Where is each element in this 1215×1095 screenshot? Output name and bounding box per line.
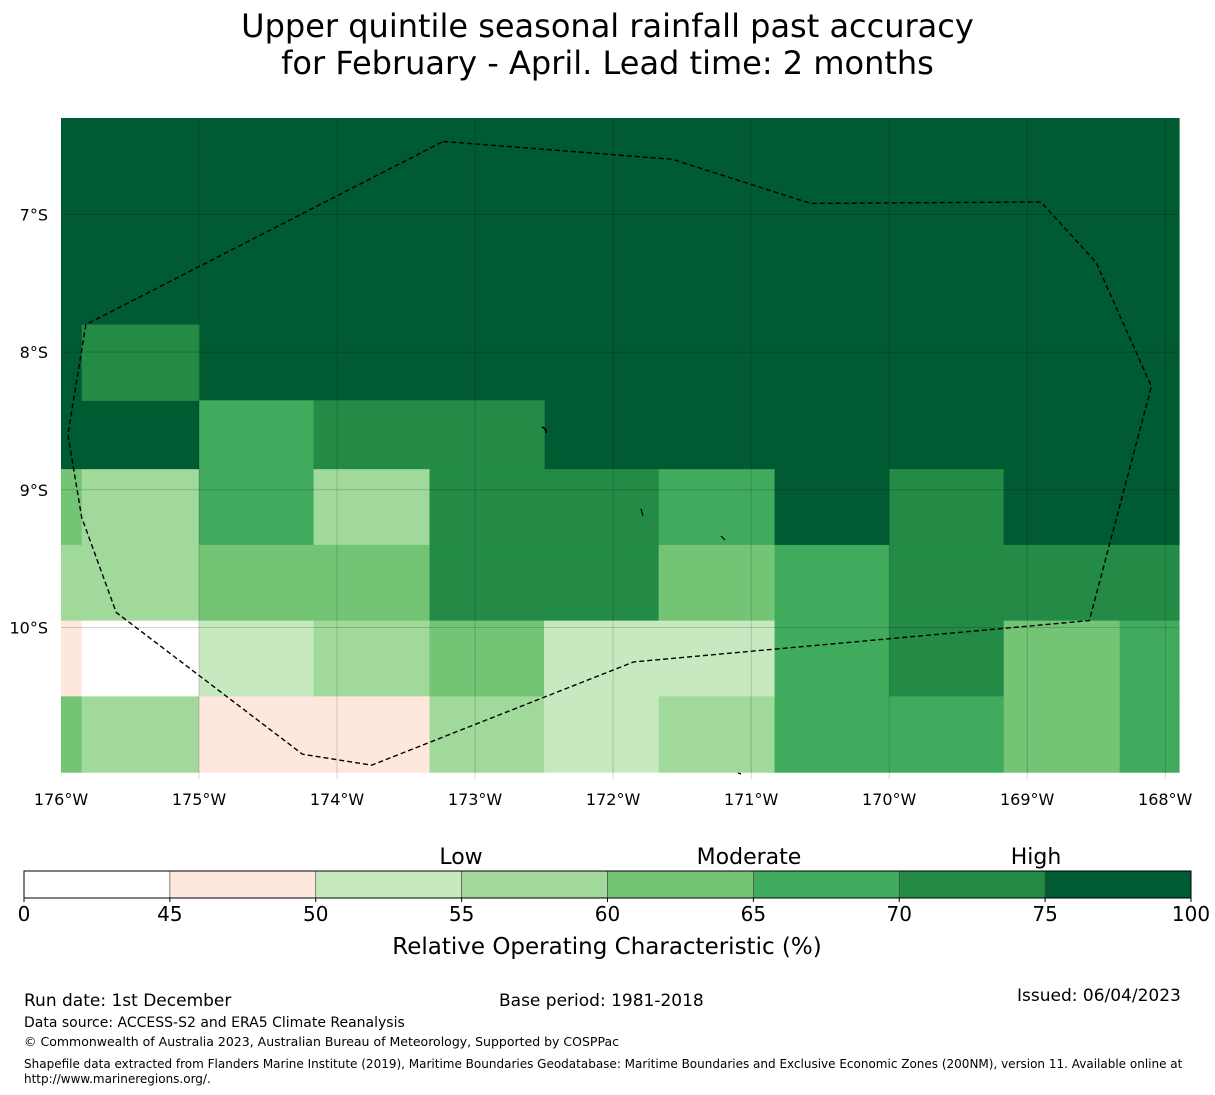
colorbar-segment-1	[169, 870, 317, 899]
y-tick-label: 9°S	[20, 481, 48, 500]
grid-cell-30	[81, 696, 200, 773]
colorbar-segment-4	[607, 870, 754, 899]
colorbar-tick-label: 50	[303, 902, 328, 926]
grid-cell-3	[313, 400, 545, 470]
grid-cell-7	[313, 469, 431, 546]
grid-cell-25	[774, 620, 890, 697]
grid-cell-32	[429, 696, 545, 773]
x-tick-label: 176°W	[34, 790, 89, 809]
grid-cell-4	[61, 469, 83, 546]
colorbar-segment-0	[23, 870, 171, 899]
x-tick-label: 170°W	[862, 790, 917, 809]
grid-cell-1	[81, 324, 200, 401]
islands	[541, 426, 742, 775]
colorbar-ticks: 0 45 50 55 60 65 70 75 100	[18, 898, 1210, 926]
run-date: Run date: 1st December	[24, 991, 232, 1011]
colorbar-tick-label: 0	[18, 902, 31, 926]
issued-date: Issued: 06/04/2023	[1017, 986, 1181, 1006]
x-axis-ticks: 176°W 175°W 174°W 173°W 172°W 171°W 170°W 169°W…	[34, 790, 1193, 809]
grid-cell-14	[199, 544, 431, 622]
category-high: High	[1011, 845, 1062, 870]
grid-cell-10	[774, 469, 890, 546]
grid-cell-26	[889, 620, 1005, 697]
eez-boundary	[67, 140, 1153, 766]
x-tick-label: 169°W	[1000, 790, 1055, 809]
colorbar-segment-6	[898, 870, 1046, 899]
grid-cell-28	[1119, 620, 1180, 697]
grid-cell-24	[544, 620, 776, 697]
grid-cell-8	[429, 469, 660, 546]
y-axis-ticks: 7°S 8°S 9°S 10°S	[9, 205, 48, 637]
grid-cell-21	[199, 620, 315, 697]
island-mark	[737, 772, 742, 775]
y-tick-label: 10°S	[9, 619, 48, 638]
colorbar-tick-label: 65	[741, 902, 766, 926]
colorbar-tick-label: 75	[1032, 902, 1057, 926]
colorbar-segments	[23, 870, 1192, 899]
accuracy-grid	[61, 118, 1180, 773]
x-tick-label: 168°W	[1138, 790, 1193, 809]
colorbar-segment-3	[461, 870, 608, 899]
grid-cell-35	[774, 696, 1005, 773]
shapefile-credit: Shapefile data extracted from Flanders M…	[24, 1057, 1183, 1086]
x-tick-label: 171°W	[724, 790, 779, 809]
x-tick-label: 175°W	[172, 790, 227, 809]
grid-cell-18	[889, 544, 1180, 622]
colorbar-tick-label: 70	[887, 902, 912, 926]
grid-cell-37	[1119, 696, 1180, 773]
y-tick-label: 7°S	[20, 205, 48, 224]
colorbar-tick-label: 55	[449, 902, 474, 926]
grid-cell-2	[199, 400, 315, 470]
grid-cell-15	[429, 544, 660, 622]
category-moderate: Moderate	[697, 845, 802, 870]
copyright: © Commonwealth of Australia 2023, Austra…	[24, 1034, 619, 1049]
colorbar-tick-label: 45	[157, 902, 182, 926]
graticule	[61, 118, 1179, 779]
title-line-1: Upper quintile seasonal rainfall past ac…	[241, 7, 974, 45]
colorbar-tick-label: 100	[1172, 902, 1210, 926]
grid-cell-17	[774, 544, 890, 622]
grid-cell-27	[1003, 620, 1121, 697]
grid-cell-16	[658, 544, 776, 622]
x-tick-label: 173°W	[448, 790, 503, 809]
colorbar-segment-7	[1044, 870, 1192, 899]
map-figure: 176°W 175°W 174°W 173°W 172°W 171°W 170°W 169°W…	[9, 118, 1210, 960]
title-line-2: for February - April. Lead time: 2 month…	[281, 44, 934, 82]
base-period: Base period: 1981-2018	[499, 991, 704, 1011]
island-mark	[541, 426, 547, 434]
grid-cell-19	[61, 620, 83, 697]
category-low: Low	[439, 845, 482, 870]
grid-cell-11	[889, 469, 1005, 546]
grid-cell-20	[81, 620, 200, 697]
x-tick-label: 174°W	[310, 790, 365, 809]
grid-cell-34	[658, 696, 776, 773]
grid-cell-5	[81, 469, 200, 546]
grid-cell-23	[429, 620, 545, 697]
grid-cell-22	[313, 620, 431, 697]
grid-cell-33	[544, 696, 660, 773]
colorbar: 0 45 50 55 60 65 70 75 100 Low Moderate High Rel…	[18, 845, 1210, 960]
colorbar-segment-2	[315, 870, 462, 899]
x-tick-label: 172°W	[586, 790, 641, 809]
grid-cell-9	[658, 469, 776, 546]
colorbar-title: Relative Operating Characteristic (%)	[392, 934, 821, 960]
island-mark	[720, 535, 726, 541]
colorbar-tick-label: 60	[595, 902, 620, 926]
colorbar-segment-5	[753, 870, 900, 899]
grid-cell-6	[199, 469, 315, 546]
data-source: Data source: ACCESS-S2 and ERA5 Climate …	[24, 1015, 405, 1031]
grid-cell-13	[61, 544, 200, 622]
grid-cell-29	[61, 696, 83, 773]
grid-cell-36	[1003, 696, 1121, 773]
grid-cell-12	[1003, 469, 1180, 546]
y-tick-label: 8°S	[20, 343, 48, 362]
grid-cell-31	[199, 696, 431, 773]
island-mark	[640, 508, 644, 517]
